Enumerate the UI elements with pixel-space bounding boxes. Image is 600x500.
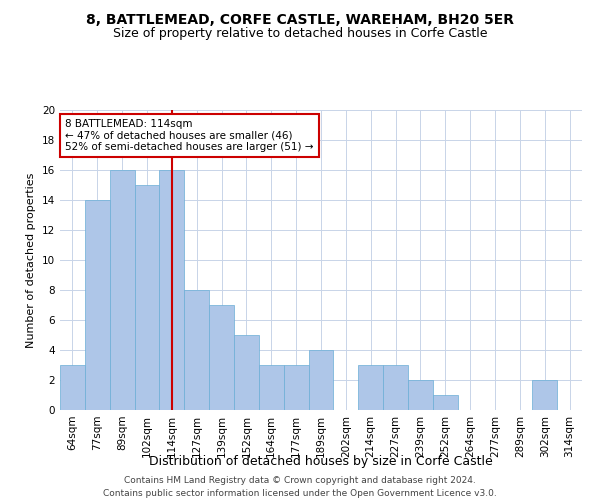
Bar	[408, 380, 433, 410]
Bar	[134, 185, 160, 410]
Text: Size of property relative to detached houses in Corfe Castle: Size of property relative to detached ho…	[113, 28, 487, 40]
Bar	[209, 305, 234, 410]
Bar	[532, 380, 557, 410]
Bar	[383, 365, 408, 410]
Bar	[60, 365, 85, 410]
Text: 8, BATTLEMEAD, CORFE CASTLE, WAREHAM, BH20 5ER: 8, BATTLEMEAD, CORFE CASTLE, WAREHAM, BH…	[86, 12, 514, 26]
Bar	[358, 365, 383, 410]
Bar	[160, 170, 184, 410]
Bar	[184, 290, 209, 410]
Bar	[85, 200, 110, 410]
Text: Contains HM Land Registry data © Crown copyright and database right 2024.
Contai: Contains HM Land Registry data © Crown c…	[103, 476, 497, 498]
Bar	[308, 350, 334, 410]
Bar	[110, 170, 134, 410]
Bar	[234, 335, 259, 410]
Bar	[259, 365, 284, 410]
Y-axis label: Number of detached properties: Number of detached properties	[26, 172, 37, 348]
Bar	[433, 395, 458, 410]
Bar	[284, 365, 308, 410]
Text: Distribution of detached houses by size in Corfe Castle: Distribution of detached houses by size …	[149, 455, 493, 468]
Text: 8 BATTLEMEAD: 114sqm
← 47% of detached houses are smaller (46)
52% of semi-detac: 8 BATTLEMEAD: 114sqm ← 47% of detached h…	[65, 119, 314, 152]
